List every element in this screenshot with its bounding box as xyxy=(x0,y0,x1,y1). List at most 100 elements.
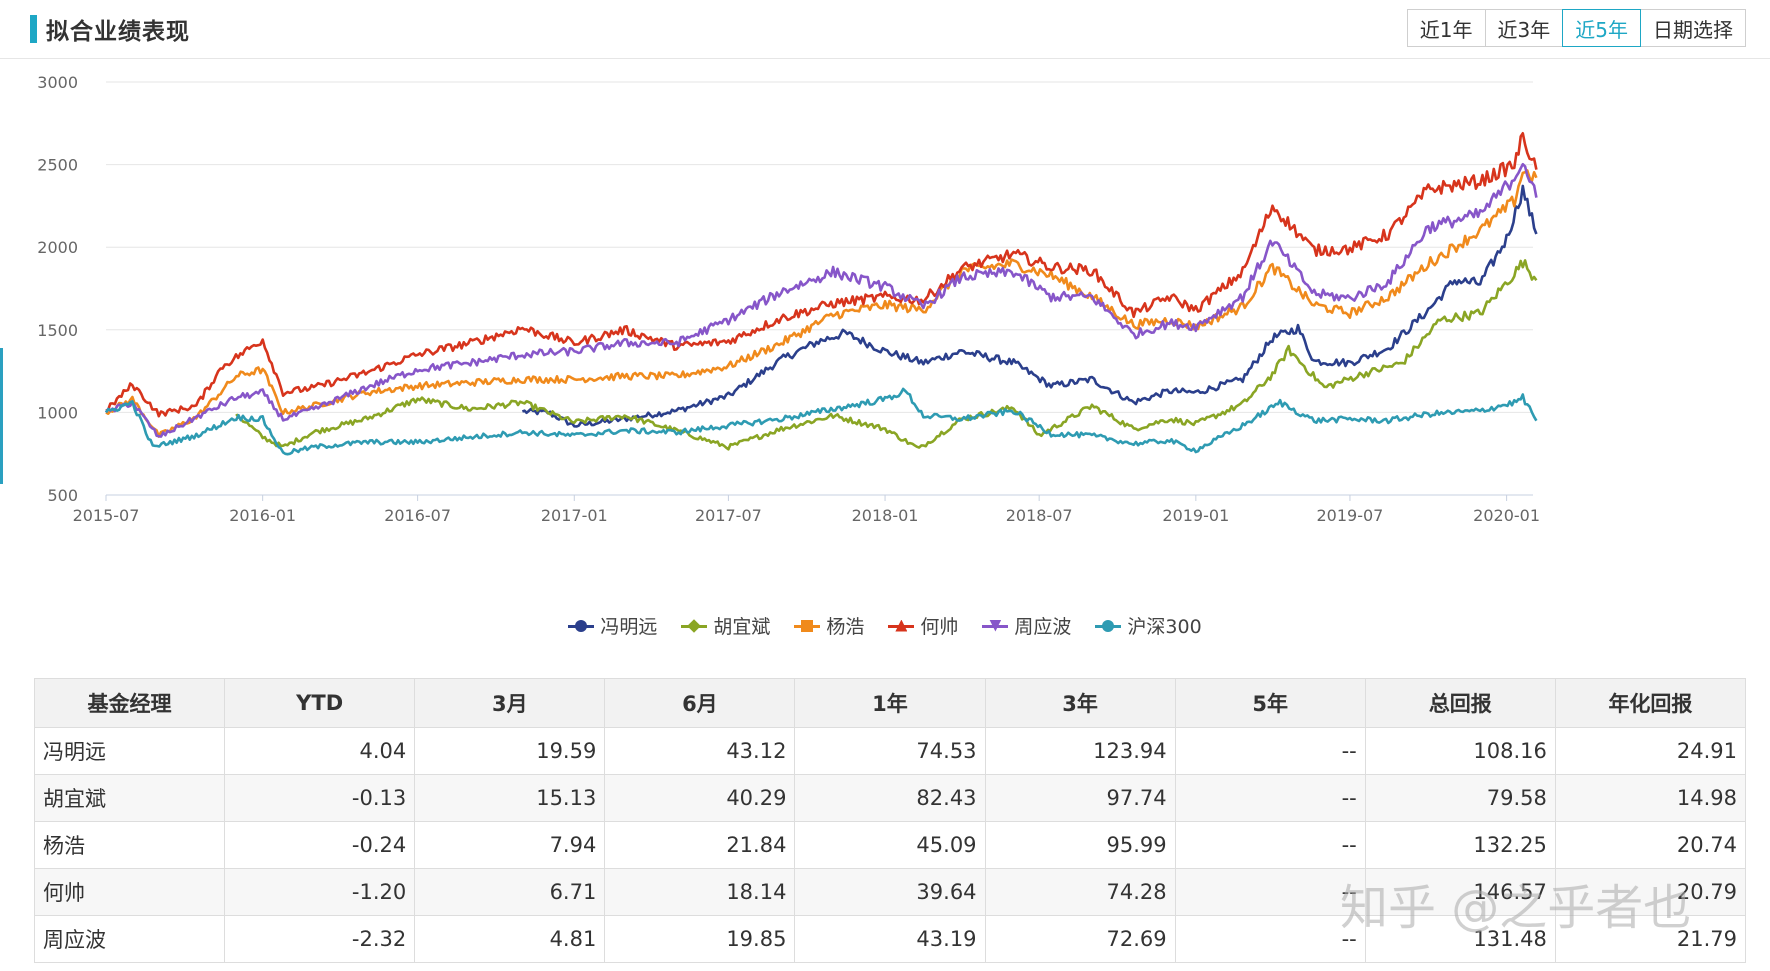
y-tick-label: 1000 xyxy=(37,403,78,422)
value-cell: 43.19 xyxy=(794,915,986,963)
y-axis: 500 1000 1500 2000 2500 3000 xyxy=(37,73,78,505)
manager-name-cell: 周应波 xyxy=(33,915,226,963)
value-cell: 4.04 xyxy=(224,727,416,775)
value-cell: -2.32 xyxy=(224,915,416,963)
y-tick-label: 1500 xyxy=(37,321,78,340)
value-cell: 6.71 xyxy=(414,868,606,916)
legend-item[interactable]: 冯明远 xyxy=(568,612,657,639)
legend-symbol-icon xyxy=(982,619,1009,633)
column-header[interactable]: 3年 xyxy=(984,678,1176,728)
range-selector: 近1年 近3年 近5年 日期选择 xyxy=(1406,9,1746,47)
value-cell: 39.64 xyxy=(794,868,986,916)
table-row: 冯明远 4.04 19.59 43.12 74.53 123.94 -- 108.16 24.9… xyxy=(33,727,1747,775)
value-cell: 74.53 xyxy=(794,727,986,775)
value-cell: 19.85 xyxy=(604,915,796,963)
series-line-杨浩 xyxy=(105,169,1538,438)
column-header[interactable]: 3月 xyxy=(414,678,606,728)
value-cell: 95.99 xyxy=(984,821,1176,869)
value-cell: 20.79 xyxy=(1554,868,1747,916)
manager-name-cell: 胡宜斌 xyxy=(33,774,226,822)
column-header[interactable]: 年化回报 xyxy=(1554,678,1747,728)
range-1y-button[interactable]: 近1年 xyxy=(1406,9,1486,47)
value-cell: 131.48 xyxy=(1364,915,1556,963)
y-tick-label: 2500 xyxy=(37,156,78,175)
panel-title: 拟合业绩表现 xyxy=(46,19,190,45)
series-line-沪深300 xyxy=(104,387,1538,456)
value-cell: 21.84 xyxy=(604,821,796,869)
value-cell: 146.57 xyxy=(1364,868,1556,916)
series-line-胡宜斌 xyxy=(235,259,1538,451)
range-3y-button[interactable]: 近3年 xyxy=(1484,9,1564,47)
column-header[interactable]: 5年 xyxy=(1174,678,1366,728)
x-tick-label: 2017-07 xyxy=(695,506,762,525)
value-cell: 82.43 xyxy=(794,774,986,822)
value-cell: -- xyxy=(1174,727,1366,775)
x-tick-label: 2018-01 xyxy=(852,506,919,525)
column-header[interactable]: 总回报 xyxy=(1364,678,1556,728)
value-cell: 74.28 xyxy=(984,868,1176,916)
legend-symbol-icon xyxy=(794,619,821,633)
value-cell: -1.20 xyxy=(224,868,416,916)
value-cell: 108.16 xyxy=(1364,727,1556,775)
value-cell: 4.81 xyxy=(414,915,606,963)
x-tick-label: 2019-07 xyxy=(1317,506,1384,525)
side-scroll-marker xyxy=(0,348,3,484)
x-tick-label: 2016-07 xyxy=(384,506,451,525)
table-row: 何帅 -1.20 6.71 18.14 39.64 74.28 -- 146.57 20.79 xyxy=(33,868,1747,916)
legend-item[interactable]: 何帅 xyxy=(888,612,958,639)
legend-item[interactable]: 周应波 xyxy=(982,612,1071,639)
x-tick-label: 2020-01 xyxy=(1473,506,1540,525)
legend-label: 杨浩 xyxy=(826,616,865,638)
legend-item[interactable]: 杨浩 xyxy=(794,612,864,639)
legend-label: 胡宜斌 xyxy=(713,616,771,638)
value-cell: 72.69 xyxy=(984,915,1176,963)
value-cell: 43.12 xyxy=(604,727,796,775)
legend-symbol-icon xyxy=(888,619,915,633)
manager-name-cell: 冯明远 xyxy=(33,727,226,775)
value-cell: -- xyxy=(1174,868,1366,916)
value-cell: -0.24 xyxy=(224,821,416,869)
value-cell: 97.74 xyxy=(984,774,1176,822)
value-cell: 24.91 xyxy=(1554,727,1747,775)
legend-symbol-icon xyxy=(681,618,708,633)
series-line-周应波 xyxy=(104,162,1538,438)
column-header[interactable]: 6月 xyxy=(604,678,796,728)
column-header[interactable]: 基金经理 xyxy=(33,678,226,728)
manager-name-cell: 杨浩 xyxy=(33,821,226,869)
panel-header: 拟合业绩表现 近1年 近3年 近5年 日期选择 xyxy=(0,0,1770,59)
table-body: 冯明远 4.04 19.59 43.12 74.53 123.94 -- 108.16 24.9… xyxy=(33,727,1747,963)
chart-legend: 冯明远 胡宜斌 杨浩 何帅 周应波 沪深300 xyxy=(0,612,1770,639)
column-header[interactable]: 1年 xyxy=(794,678,986,728)
table-row: 胡宜斌 -0.13 15.13 40.29 82.43 97.74 -- 79.58 14.98 xyxy=(33,774,1747,822)
range-5y-button[interactable]: 近5年 xyxy=(1562,9,1641,47)
legend-label: 冯明远 xyxy=(600,616,658,638)
x-tick-label: 2017-01 xyxy=(541,506,608,525)
legend-label: 何帅 xyxy=(920,616,959,638)
value-cell: -- xyxy=(1174,774,1366,822)
value-cell: 19.59 xyxy=(414,727,606,775)
value-cell: -- xyxy=(1174,915,1366,963)
value-cell: 14.98 xyxy=(1554,774,1747,822)
legend-symbol-icon xyxy=(1095,619,1122,633)
x-tick-label: 2016-01 xyxy=(229,506,296,525)
column-header[interactable]: YTD xyxy=(224,678,416,728)
performance-table: 基金经理 YTD 3月 6月 1年 3年 5年 总回报 年化回报 冯明远 4.04 19.59 43.… xyxy=(33,678,1747,963)
legend-item[interactable]: 沪深300 xyxy=(1095,612,1202,639)
legend-symbol-icon xyxy=(568,619,595,633)
legend-item[interactable]: 胡宜斌 xyxy=(681,612,770,639)
value-cell: 40.29 xyxy=(604,774,796,822)
value-cell: 7.94 xyxy=(414,821,606,869)
legend-label: 沪深300 xyxy=(1127,616,1202,638)
value-cell: 21.79 xyxy=(1554,915,1747,963)
y-tick-label: 2000 xyxy=(37,238,78,257)
value-cell: 132.25 xyxy=(1364,821,1556,869)
x-tick-label: 2015-07 xyxy=(73,506,140,525)
x-tick-label: 2019-01 xyxy=(1162,506,1229,525)
x-tick-label: 2018-07 xyxy=(1006,506,1073,525)
value-cell: -- xyxy=(1174,821,1366,869)
title-accent-bar xyxy=(30,15,37,43)
legend-label: 周应波 xyxy=(1014,616,1072,638)
date-picker-button[interactable]: 日期选择 xyxy=(1640,9,1746,47)
series-line-冯明远 xyxy=(521,184,1538,428)
